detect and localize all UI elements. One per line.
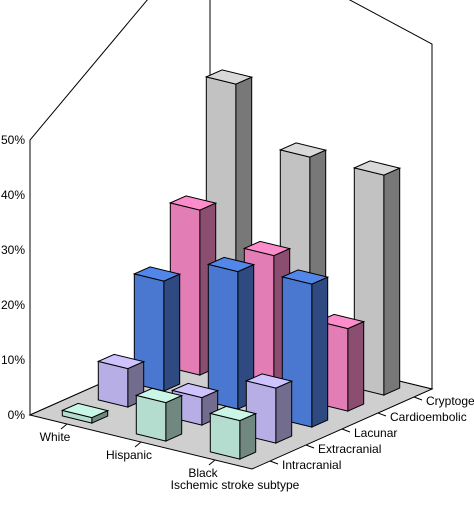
y-tick-label: 30% <box>1 243 25 257</box>
y-tick-label: 40% <box>1 188 25 202</box>
y-axis-ticks: 0% 10% 20% 30% 40% 50% <box>1 133 25 422</box>
bar-top-face <box>134 387 184 404</box>
series-tick <box>305 444 315 449</box>
series-tick <box>269 460 279 465</box>
y-tick-label: 50% <box>1 133 25 147</box>
x-axis-label: Ischemic stroke subtype <box>171 478 300 492</box>
bar-side-face <box>275 380 293 444</box>
bar-top-face <box>132 266 182 282</box>
bar-intracranial-black <box>208 405 258 460</box>
bar-front-face <box>135 394 167 442</box>
y-tick-label: 10% <box>1 353 25 367</box>
series-tick <box>413 396 423 401</box>
category-label-hispanic: Hispanic <box>106 448 152 462</box>
y-tick-label: 0% <box>8 408 26 422</box>
series-tick <box>377 412 387 417</box>
series-label-cryptogenic: Cryptogenic <box>426 394 474 408</box>
bar-top-face <box>204 69 254 85</box>
category-labels: White Hispanic Black <box>40 423 219 480</box>
y-tick-label: 20% <box>1 298 25 312</box>
category-tick <box>134 441 142 448</box>
bar-top-face <box>60 402 110 419</box>
category-label-black: Black <box>188 466 218 480</box>
series-label-intracranial: Intracranial <box>282 458 341 472</box>
bars <box>60 69 402 460</box>
bar-intracranial-hispanic <box>134 387 184 442</box>
bar-top-face <box>280 269 330 285</box>
bar-front-face <box>207 263 239 410</box>
bar-top-face <box>316 313 366 330</box>
category-tick <box>208 459 216 466</box>
bar-top-face <box>168 195 218 211</box>
bar-side-face <box>163 273 181 392</box>
bar-top-face <box>96 353 146 370</box>
bar-top-face <box>278 142 328 158</box>
bar-side-face <box>383 167 401 396</box>
bar-top-face <box>352 160 402 176</box>
bar-top-face <box>208 405 258 422</box>
series-tick <box>341 428 351 433</box>
bar-intracranial-white <box>60 402 110 424</box>
bar-side-face <box>347 320 365 412</box>
bar-side-face <box>165 394 183 442</box>
bar-top-face <box>170 382 220 399</box>
bar-front-face <box>209 412 241 460</box>
category-label-white: White <box>40 430 71 444</box>
series-labels: Intracranial Extracranial Lacunar Cardioemb… <box>269 394 474 472</box>
bar-front-face <box>97 360 129 408</box>
series-label-lacunar: Lacunar <box>354 426 397 440</box>
bar-side-face <box>311 276 329 428</box>
series-label-cardioembolic: Cardioembolic <box>390 410 467 424</box>
bar-side-face <box>239 412 257 460</box>
series-label-extracranial: Extracranial <box>318 442 381 456</box>
bar-top-face <box>242 240 292 257</box>
category-tick <box>60 423 68 430</box>
bar-top-face <box>244 373 294 389</box>
bar-top-face <box>206 256 256 273</box>
